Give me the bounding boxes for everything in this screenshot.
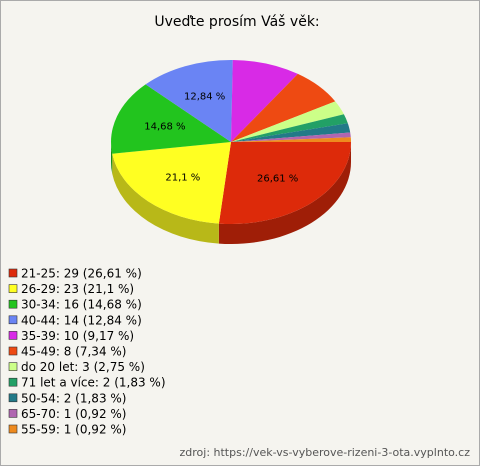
legend-label: 35-39: 10 (9,17 %) [21, 329, 134, 343]
legend-label: 26-29: 23 (21,1 %) [21, 282, 134, 296]
slice [112, 142, 231, 224]
slice-label: 14,68 % [144, 122, 185, 133]
legend-swatch [8, 362, 18, 371]
legend-swatch [8, 284, 18, 293]
slice-side [218, 142, 351, 244]
legend-label: 55-59: 1 (0,92 %) [21, 423, 126, 437]
slice-side [112, 153, 219, 244]
legend-label: 21-25: 29 (26,61 %) [21, 267, 142, 281]
slice [231, 101, 344, 142]
slice [231, 137, 351, 142]
slice [231, 132, 351, 142]
slice [231, 60, 298, 142]
legend-label: do 20 let: 3 (2,75 %) [21, 360, 145, 374]
legend-label: 50-54: 2 (1,83 %) [21, 391, 126, 405]
legend-swatch [8, 393, 18, 403]
chart-title: Uveďte prosím Váš věk: [154, 14, 319, 30]
slice [231, 123, 351, 142]
slice [231, 114, 348, 142]
slice [111, 84, 231, 154]
slice [231, 73, 336, 142]
legend-swatch [8, 331, 18, 340]
slice [218, 142, 351, 224]
slice-label: 12,84 % [184, 91, 225, 102]
slice-side [111, 142, 113, 174]
legend-swatch [8, 409, 18, 418]
source: zdroj: https://vek-vs-vyberove-rizeni-3-… [180, 446, 471, 459]
legend-swatch [8, 299, 18, 309]
legend-swatch [8, 424, 18, 434]
legend-label: 65-70: 1 (0,92 %) [21, 407, 126, 421]
legend-swatch [8, 315, 18, 325]
slice-label: 21,1 % [165, 173, 200, 184]
legend-label: 30-34: 16 (14,68 %) [21, 298, 142, 312]
slice [145, 60, 233, 142]
legend-label: 40-44: 14 (12,84 %) [21, 313, 142, 327]
legend-swatch [8, 346, 18, 356]
legend-swatch [8, 377, 18, 387]
legend-swatch [8, 268, 18, 278]
slice-label: 26,61 % [257, 174, 298, 185]
legend-label: 45-49: 8 (7,34 %) [21, 345, 126, 359]
legend-label: 71 let a více: 2 (1,83 %) [21, 376, 166, 390]
